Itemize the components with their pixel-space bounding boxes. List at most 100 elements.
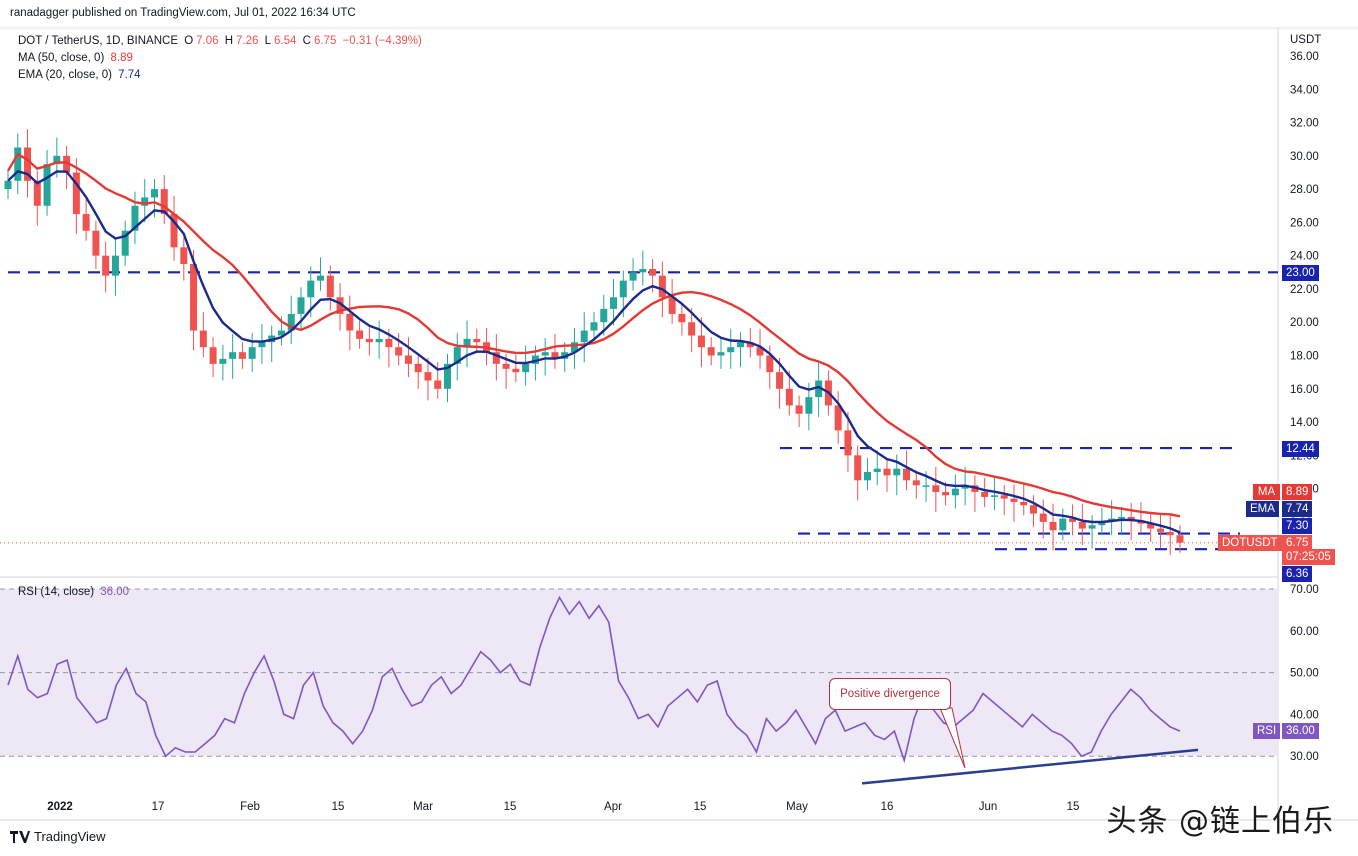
ema-legend[interactable]: EMA (20, close, 0) 7.74 xyxy=(18,69,144,81)
candle-body xyxy=(414,363,422,373)
candle-body xyxy=(658,275,666,298)
candle-body xyxy=(43,164,51,206)
price-tick-label: 24.00 xyxy=(1290,251,1319,263)
rsi-legend[interactable]: RSI (14, close) 36.00 xyxy=(18,586,132,598)
candle-body xyxy=(317,275,325,281)
candle-body xyxy=(776,372,784,389)
high-value: 7.26 xyxy=(236,35,259,47)
candle-body xyxy=(873,468,881,472)
candle-body xyxy=(404,355,412,364)
candle-body xyxy=(151,189,158,198)
publisher-line: ranadagger published on TradingView.com,… xyxy=(10,7,356,19)
candle-body xyxy=(590,322,598,331)
candle-body xyxy=(102,255,110,276)
rsi-pane xyxy=(7,595,1199,785)
candle-body xyxy=(453,347,461,364)
change-value: −0.31 (−4.39%) xyxy=(342,35,422,47)
time-tick-label: May xyxy=(786,801,808,813)
time-tick-label: Mar xyxy=(413,801,433,813)
candle-body xyxy=(53,155,61,165)
candle-body xyxy=(1000,495,1008,499)
candle-body xyxy=(717,352,725,356)
tradingview-brand[interactable]: TradingView xyxy=(10,829,106,844)
candle-body xyxy=(707,347,715,356)
rsi-tag-label: RSI xyxy=(1253,723,1281,739)
candle-body xyxy=(678,313,686,323)
candle-body xyxy=(854,455,862,481)
candle-body xyxy=(893,468,901,476)
candle-body xyxy=(531,355,539,364)
candle-body xyxy=(444,363,451,389)
open-value: 7.06 xyxy=(196,35,219,47)
symbol-name[interactable]: DOT / TetherUS, 1D, BINANCE xyxy=(18,35,178,47)
ema-tag-value: 7.74 xyxy=(1282,501,1313,517)
candle-body xyxy=(600,308,608,323)
candle-body xyxy=(844,430,852,456)
candle-body xyxy=(756,347,764,356)
candle-body xyxy=(277,330,285,336)
candle-body xyxy=(512,368,520,373)
candle-body xyxy=(951,488,959,496)
candle-body xyxy=(1127,516,1135,521)
candle-body xyxy=(209,347,217,364)
rsi-tick-label: 60.00 xyxy=(1290,626,1319,638)
candle-body xyxy=(424,372,432,381)
candle-body xyxy=(1030,505,1037,514)
ema-line xyxy=(7,169,1181,534)
candle-body xyxy=(727,347,735,353)
candle-body xyxy=(1166,531,1174,536)
close-value: 6.75 xyxy=(313,35,337,47)
candle-body xyxy=(541,352,549,356)
rsi-tick-label: 70.00 xyxy=(1290,584,1319,596)
candle-body xyxy=(1147,523,1155,529)
candle-body xyxy=(805,397,813,414)
candle-body xyxy=(326,275,334,298)
rsi-tick-label: 40.00 xyxy=(1290,709,1319,721)
low-label: L xyxy=(264,35,272,47)
price-axis: 36.00 34.00 32.00 30.00 28.00 26.00 24.00 22.00… xyxy=(1290,51,1319,529)
grid xyxy=(0,27,1358,821)
candle-body xyxy=(33,180,41,206)
candle-body xyxy=(922,485,930,487)
price-tick-label: 30.00 xyxy=(1290,151,1319,163)
candle-body xyxy=(1069,518,1077,522)
candle-body xyxy=(990,495,998,497)
ma-legend[interactable]: MA (50, close, 0) 8.89 xyxy=(18,52,136,64)
price-tick-label: 26.00 xyxy=(1290,217,1319,229)
candle-body xyxy=(932,485,940,492)
candle-body xyxy=(434,380,442,389)
candle-body xyxy=(92,230,100,256)
candle-body xyxy=(307,280,315,298)
symbol-legend: DOT / TetherUS, 1D, BINANCE O 7.06 H 7.26 … xyxy=(18,35,425,47)
candle-body xyxy=(1039,513,1047,522)
candle-body xyxy=(785,388,793,406)
watermark: 头条 @链上伯乐 xyxy=(1106,804,1334,839)
price-tick-label: 34.00 xyxy=(1290,84,1319,96)
candle-body xyxy=(795,405,803,414)
ema-legend-label: EMA (20, close, 0) xyxy=(18,69,112,81)
high-label: H xyxy=(224,35,234,47)
candle-body xyxy=(121,230,129,256)
candle-body xyxy=(287,313,295,331)
candle-body xyxy=(1117,516,1125,519)
candle-body xyxy=(619,280,627,298)
candle-body xyxy=(834,405,842,431)
ema-tag-label: EMA xyxy=(1246,501,1279,517)
candle-body xyxy=(981,491,989,497)
level-tag-23: 23.00 xyxy=(1282,265,1319,281)
open-label: O xyxy=(184,35,194,47)
candle-body xyxy=(766,355,774,373)
candle-body xyxy=(815,380,823,398)
candle-body xyxy=(522,363,530,373)
countdown-tag: 07:25:05 xyxy=(1282,549,1335,565)
candle-body xyxy=(229,352,237,359)
candle-body xyxy=(1078,521,1086,529)
candle-body xyxy=(238,352,246,359)
price-tick-label: 18.00 xyxy=(1290,351,1319,363)
candle-body xyxy=(24,147,32,181)
candle-body xyxy=(492,352,500,364)
candle-body xyxy=(375,338,383,343)
last-price-tag: 6.75 xyxy=(1282,535,1313,551)
candle-body xyxy=(883,468,891,476)
